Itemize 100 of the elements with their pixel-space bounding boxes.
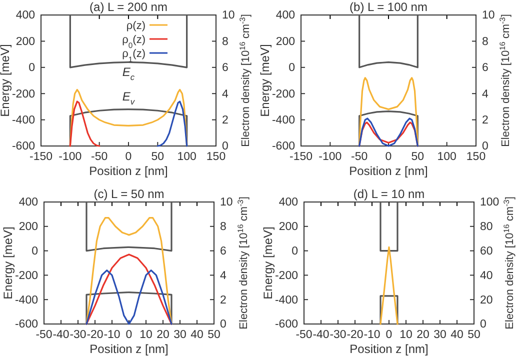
legend-label: ρ(z) [126,20,146,32]
y-tick-label: 400 [18,196,38,209]
y2-tick-label: 8 [220,221,226,234]
y-tick-label: 0 [32,245,38,258]
y-tick-label: -600 [272,140,295,153]
x-tick-label: -50 [91,151,108,164]
x-tick-label: -50 [351,151,368,164]
x-tick-label: -10 [104,329,120,342]
y2-tick-label: 40 [480,270,493,282]
y2-tick-label: 8 [482,36,488,48]
y2-tick-label: 6 [222,62,228,74]
y-axis-title: Energy [meV] [1,226,15,300]
x-axis-title: Position z [nm] [350,342,428,356]
y2-tick-label: 6 [220,245,226,258]
y-tick-label: -400 [12,114,35,126]
y-tick-label: 400 [16,10,35,22]
y-tick-label: 0 [288,62,295,74]
y-axis-title: Energy [meV] [258,44,272,117]
y2-tick-label: 10 [482,10,495,22]
x-tick-label: 0 [125,151,132,164]
y2-tick-label: 4 [220,270,227,282]
line-series [380,246,398,325]
y2-tick-label: 4 [482,88,489,100]
chart-title: (c) L = 50 nm [94,187,164,201]
x-axis-title: Position z [nm] [349,164,428,178]
y-tick-label: -600 [274,318,298,331]
x-tick-label: 10 [400,329,412,342]
y2-tick-label: 60 [480,245,493,258]
x-tick-label: 20 [416,329,430,342]
line-series [69,100,100,147]
x-tick-label: 40 [450,329,464,342]
y-tick-label: -400 [14,294,38,306]
x-tick-label: 50 [151,151,164,164]
y2-tick-label: 2 [482,114,488,126]
y-tick-label: 400 [278,196,298,209]
annotation: E$_{c}$ [122,65,136,82]
line-series [358,14,418,68]
y-axis-title: Energy [meV] [261,226,275,300]
chart-title: (d) L = 10 nm [353,187,425,201]
y2-tick-label: 2 [220,294,226,306]
line-series [86,291,172,325]
y-tick-label: -400 [274,294,298,306]
x-tick-label: 30 [434,329,446,342]
x-tick-label: -40 [52,329,70,342]
x-tick-label: -10 [364,329,380,342]
y2-tick-label: 2 [222,114,228,126]
y-tick-label: -200 [14,270,38,282]
x-tick-label: 20 [156,329,170,342]
y-tick-label: 0 [292,245,298,258]
x-tick-label: 10 [140,329,152,342]
x-tick-label: -100 [318,151,342,164]
chart-title: (a) L = 200 nm [90,0,168,14]
chart-title: (b) L = 100 nm [350,0,428,14]
line-series [86,254,172,325]
x-tick-label: 50 [411,151,424,164]
line-series [86,270,172,325]
x-tick-label: -40 [312,329,330,342]
x-tick-label: 50 [208,329,220,342]
y-tick-label: 200 [276,36,295,48]
x-tick-label: 0 [386,329,392,342]
y-tick-label: 200 [278,221,298,234]
x-tick-label: -30 [330,329,346,342]
legend-label: ρ$_{1}$(z) [122,48,146,64]
line-series [69,14,188,68]
line-series [358,77,418,147]
x-tick-label: 100 [177,151,196,164]
annotation: E$_{v}$ [122,89,136,107]
y-tick-label: -400 [272,114,295,126]
y2-tick-label: 0 [480,318,486,331]
y-tick-label: -600 [12,140,35,153]
y-tick-label: 400 [276,10,295,22]
y-tick-label: -200 [274,270,298,282]
x-tick-label: 50 [468,329,480,342]
y2-tick-label: 8 [222,36,228,48]
x-tick-label: 40 [190,329,204,342]
y-tick-label: -600 [14,318,38,331]
y-tick-label: -200 [12,88,35,100]
x-tick-label: 0 [385,151,392,164]
x-tick-label: -20 [86,329,104,342]
y-tick-label: 200 [18,221,38,234]
y2-tick-label: 6 [482,62,488,74]
x-tick-label: 150 [206,151,226,164]
x-tick-label: 150 [466,151,486,164]
y-tick-label: -200 [272,88,295,100]
x-tick-label: -20 [346,329,364,342]
y2-tick-label: 4 [222,88,229,100]
y2-tick-label: 0 [482,140,488,153]
x-tick-label: -150 [289,151,313,164]
line-series [86,217,172,325]
x-axis-title: Position z [nm] [90,342,168,356]
x-tick-label: -50 [36,329,52,342]
y-tick-label: 0 [28,62,35,74]
y2-tick-label: 80 [480,221,493,234]
x-tick-label: -100 [58,151,82,164]
x-tick-label: 0 [126,329,132,342]
x-tick-label: -150 [29,151,53,164]
legend-label: ρ$_{0}$(z) [122,34,146,50]
line-series [156,100,188,147]
line-series [86,201,172,252]
y2-tick-label: 10 [222,10,235,22]
